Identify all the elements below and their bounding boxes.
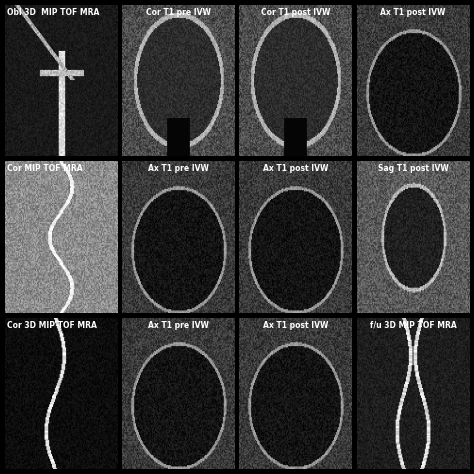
- Text: Ax T1 post IVW: Ax T1 post IVW: [263, 320, 328, 329]
- Text: Ax T1 post IVW: Ax T1 post IVW: [380, 8, 446, 17]
- Text: Ax T1 post IVW: Ax T1 post IVW: [263, 164, 328, 173]
- Text: f/u 3D MIP TOF MRA: f/u 3D MIP TOF MRA: [370, 320, 456, 329]
- Text: Ax T1 pre IVW: Ax T1 pre IVW: [148, 320, 209, 329]
- Text: Obl 3D  MIP TOF MRA: Obl 3D MIP TOF MRA: [7, 8, 100, 17]
- Text: Sag T1 post IVW: Sag T1 post IVW: [378, 164, 448, 173]
- Text: Cor T1 post IVW: Cor T1 post IVW: [261, 8, 330, 17]
- Text: Cor 3D MIP TOF MRA: Cor 3D MIP TOF MRA: [7, 320, 97, 329]
- Text: Cor MIP TOF MRA: Cor MIP TOF MRA: [7, 164, 82, 173]
- Text: Ax T1 pre IVW: Ax T1 pre IVW: [148, 164, 209, 173]
- Text: Cor T1 pre IVW: Cor T1 pre IVW: [146, 8, 211, 17]
